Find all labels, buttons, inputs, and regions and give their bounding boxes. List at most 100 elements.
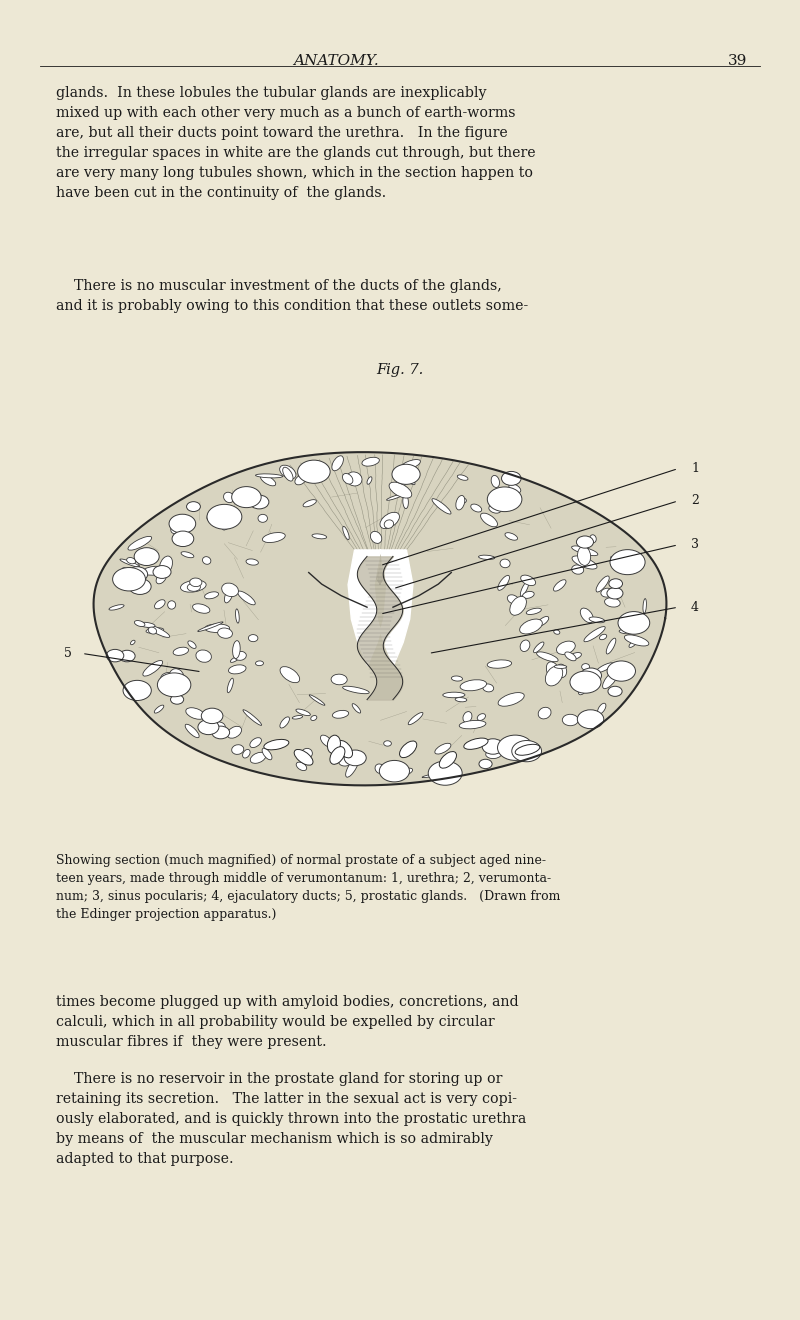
Ellipse shape <box>143 660 162 676</box>
Circle shape <box>298 461 330 483</box>
Ellipse shape <box>463 711 472 722</box>
Text: Fig. 7.: Fig. 7. <box>376 363 424 378</box>
Ellipse shape <box>599 635 606 640</box>
Circle shape <box>119 651 135 661</box>
Circle shape <box>198 719 219 735</box>
Text: 2: 2 <box>691 495 699 507</box>
Ellipse shape <box>506 750 531 760</box>
Ellipse shape <box>572 556 597 569</box>
Ellipse shape <box>342 474 353 484</box>
Ellipse shape <box>148 627 157 634</box>
Ellipse shape <box>310 694 325 705</box>
Circle shape <box>153 565 171 578</box>
Circle shape <box>609 578 622 589</box>
Ellipse shape <box>578 546 590 565</box>
Ellipse shape <box>590 535 596 543</box>
Ellipse shape <box>292 715 302 719</box>
Ellipse shape <box>460 680 486 690</box>
Ellipse shape <box>520 640 530 652</box>
Ellipse shape <box>554 665 566 668</box>
Ellipse shape <box>186 708 205 719</box>
Ellipse shape <box>384 520 394 528</box>
Ellipse shape <box>470 504 482 512</box>
Ellipse shape <box>520 581 529 597</box>
Ellipse shape <box>134 561 140 572</box>
Ellipse shape <box>352 704 361 713</box>
Ellipse shape <box>481 513 498 527</box>
Ellipse shape <box>537 652 558 661</box>
Ellipse shape <box>489 506 501 513</box>
Ellipse shape <box>211 722 226 733</box>
Ellipse shape <box>596 663 614 672</box>
Ellipse shape <box>507 595 519 605</box>
Circle shape <box>498 735 533 760</box>
Ellipse shape <box>202 557 211 564</box>
Ellipse shape <box>146 624 170 638</box>
Ellipse shape <box>261 475 276 486</box>
Ellipse shape <box>402 474 415 484</box>
Circle shape <box>428 762 462 785</box>
Circle shape <box>502 471 521 486</box>
Circle shape <box>608 686 622 697</box>
Ellipse shape <box>534 642 544 652</box>
Circle shape <box>479 759 492 768</box>
Circle shape <box>212 726 230 739</box>
Polygon shape <box>94 453 666 785</box>
Ellipse shape <box>120 558 139 566</box>
Ellipse shape <box>181 552 194 557</box>
Ellipse shape <box>242 750 250 758</box>
Ellipse shape <box>187 583 200 591</box>
Ellipse shape <box>303 500 316 507</box>
Ellipse shape <box>605 598 620 607</box>
Ellipse shape <box>380 512 399 528</box>
Ellipse shape <box>282 467 293 480</box>
Ellipse shape <box>338 756 354 766</box>
Text: 1: 1 <box>691 462 699 475</box>
Ellipse shape <box>227 678 234 693</box>
Ellipse shape <box>193 603 210 614</box>
Ellipse shape <box>432 499 451 513</box>
Ellipse shape <box>459 721 486 729</box>
Ellipse shape <box>569 652 582 660</box>
Text: ANATOMY.: ANATOMY. <box>293 54 379 69</box>
Ellipse shape <box>386 494 403 500</box>
Ellipse shape <box>225 587 233 603</box>
Ellipse shape <box>643 598 646 614</box>
Ellipse shape <box>248 635 258 642</box>
Circle shape <box>580 668 602 682</box>
Ellipse shape <box>130 640 135 644</box>
Ellipse shape <box>509 484 521 492</box>
Ellipse shape <box>482 684 494 692</box>
Ellipse shape <box>601 589 613 597</box>
Ellipse shape <box>294 750 313 766</box>
Circle shape <box>379 760 410 781</box>
Ellipse shape <box>280 465 296 479</box>
Text: times become plugged up with amyloid bodies, concretions, and
calculi, which in : times become plugged up with amyloid bod… <box>56 995 518 1049</box>
Ellipse shape <box>629 640 637 647</box>
Ellipse shape <box>258 515 267 523</box>
Ellipse shape <box>408 713 423 725</box>
Ellipse shape <box>510 597 526 615</box>
Circle shape <box>202 709 223 723</box>
Circle shape <box>134 548 159 565</box>
Circle shape <box>129 578 151 594</box>
Ellipse shape <box>464 738 488 750</box>
Ellipse shape <box>384 741 391 746</box>
Ellipse shape <box>337 741 353 758</box>
Ellipse shape <box>142 566 166 576</box>
Circle shape <box>392 465 420 484</box>
Ellipse shape <box>422 772 444 777</box>
Ellipse shape <box>442 692 465 698</box>
Circle shape <box>172 531 194 546</box>
Circle shape <box>169 515 196 533</box>
Ellipse shape <box>606 638 616 653</box>
Circle shape <box>610 549 645 574</box>
Ellipse shape <box>346 473 362 486</box>
Ellipse shape <box>185 725 199 738</box>
Ellipse shape <box>207 510 222 520</box>
Ellipse shape <box>154 599 165 609</box>
Ellipse shape <box>375 764 385 774</box>
Ellipse shape <box>330 747 345 764</box>
Ellipse shape <box>624 635 649 645</box>
Ellipse shape <box>232 744 244 754</box>
